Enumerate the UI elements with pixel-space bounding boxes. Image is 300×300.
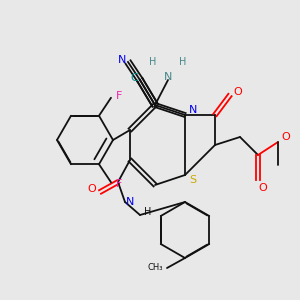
Text: O: O (88, 184, 96, 194)
Text: C: C (130, 73, 138, 83)
Text: O: O (259, 183, 267, 193)
Text: H: H (144, 207, 152, 217)
Text: O: O (234, 87, 242, 97)
Text: N: N (164, 72, 172, 82)
Text: N: N (126, 197, 134, 207)
Text: F: F (116, 91, 122, 101)
Text: H: H (179, 57, 187, 67)
Text: N: N (118, 55, 126, 65)
Text: O: O (282, 132, 290, 142)
Text: F: F (116, 179, 122, 189)
Text: H: H (149, 57, 157, 67)
Text: N: N (189, 105, 197, 115)
Text: CH₃: CH₃ (147, 263, 163, 272)
Text: S: S (189, 175, 197, 185)
